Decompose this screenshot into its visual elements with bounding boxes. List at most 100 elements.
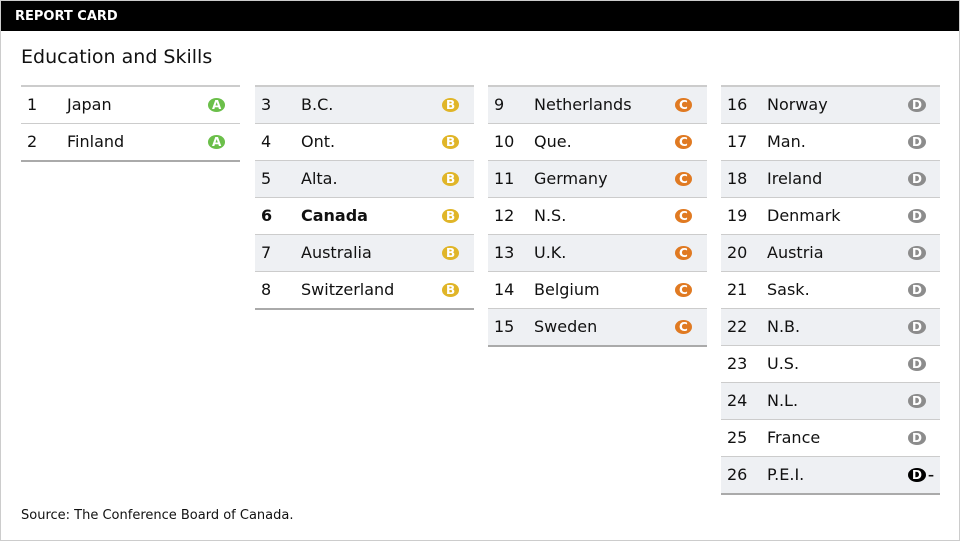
country-name: Sweden [534,317,598,336]
grade-badge: C [679,135,688,149]
ranking-row: 17 Man. D [721,124,940,161]
ranking-row: 1 Japan A [21,87,240,124]
ranking-row: 6 Canada B [255,198,474,235]
country-name: P.E.I. [767,465,805,484]
ranking-row: 4 Ont. B [255,124,474,161]
subtitle: Education and Skills [21,46,213,68]
rank: 25 [727,428,748,447]
country-name: Switzerland [301,280,395,299]
ranking-row: 25 France D [721,420,940,457]
rank: 13 [494,243,515,262]
country-name: B.C. [301,95,334,114]
grade-badge: B [446,98,456,112]
grade-badge: D [912,320,922,334]
rank: 4 [261,132,272,151]
country-name: Netherlands [534,95,632,114]
country-name: N.S. [534,206,567,225]
ranking-row: 19 Denmark D [721,198,940,235]
rank: 11 [494,169,515,188]
ranking-column: 16 Norway D 17 Man. D 18 Ireland D 19 Denmark D 20 Au… [721,85,940,495]
ranking-row: 9 Netherlands C [488,87,707,124]
grade-badge: B [446,172,456,186]
country-name: N.B. [767,317,801,336]
rank: 1 [27,95,38,114]
rank: 6 [261,206,273,225]
ranking-row: 24 N.L. D [721,383,940,420]
rank: 14 [494,280,515,299]
ranking-row: 10 Que. C [488,124,707,161]
grade-badge: A [212,135,222,149]
country-name: Alta. [301,169,338,188]
country-name: Que. [534,132,572,151]
rank: 20 [727,243,748,262]
grade-badge: B [446,283,456,297]
rank: 16 [727,95,748,114]
ranking-row: 18 Ireland D [721,161,940,198]
ranking-column: 3 B.C. B 4 Ont. B 5 Alta. B 6 Canada B 7 Australia B 8 S… [255,85,474,310]
grade-badge: D [912,357,922,371]
grade-badge: B [446,135,456,149]
grade-badge: D [912,394,922,408]
grade-badge: A [212,98,222,112]
grade-badge: D [912,246,922,260]
grade-badge: D [912,172,922,186]
rank: 3 [261,95,272,114]
ranking-row: 11 Germany C [488,161,707,198]
country-name: France [767,428,821,447]
ranking-row: 21 Sask. D [721,272,940,309]
grade-badge: D [912,283,922,297]
country-name: Canada [301,206,368,225]
ranking-row: 16 Norway D [721,87,940,124]
grade-badge: B [446,246,456,260]
country-name: Ireland [767,169,823,188]
ranking-row: 12 N.S. C [488,198,707,235]
ranking-row: 26 P.E.I. D– [721,457,940,493]
country-name: Australia [301,243,372,262]
rank: 12 [494,206,515,225]
country-name: Denmark [767,206,841,225]
ranking-row: 22 N.B. D [721,309,940,346]
grade-badge: C [679,283,688,297]
rank: 15 [494,317,515,336]
country-name: U.K. [534,243,567,262]
country-name: Germany [534,169,608,188]
ranking-row: 13 U.K. C [488,235,707,272]
ranking-row: 14 Belgium C [488,272,707,309]
rank: 18 [727,169,748,188]
source: Source: The Conference Board of Canada. [21,508,294,523]
ranking-row: 2 Finland A [21,124,240,160]
grade-badge: D [912,98,922,112]
grade-badge: D [912,431,922,445]
country-name: Norway [767,95,828,114]
header-title: REPORT CARD [1,1,959,31]
country-name: Ont. [301,132,336,151]
country-name: Austria [767,243,824,262]
rank: 9 [494,95,505,114]
rank: 10 [494,132,515,151]
ranking-row: 23 U.S. D [721,346,940,383]
ranking-column: 1 Japan A 2 Finland A [21,85,240,162]
ranking-row: 7 Australia B [255,235,474,272]
grade-badge: B [446,209,456,223]
rank: 26 [727,465,748,484]
rank: 22 [727,317,748,336]
grade-badge: C [679,98,688,112]
rank: 19 [727,206,748,225]
rank: 2 [27,132,38,151]
rank: 7 [261,243,272,262]
rank: 5 [261,169,272,188]
grade-badge: D– [912,468,934,482]
rank: 24 [727,391,748,410]
grade-badge: C [679,246,688,260]
grade-badge: D [912,135,922,149]
country-name: N.L. [767,391,799,410]
ranking-row: 8 Switzerland B [255,272,474,308]
grade-badge: C [679,209,688,223]
country-name: Sask. [767,280,810,299]
rank: 8 [261,280,272,299]
ranking-column: 9 Netherlands C 10 Que. C 11 Germany C 12 N.S. C 13 U… [488,85,707,347]
ranking-row: 15 Sweden C [488,309,707,345]
grade-badge: C [679,320,688,334]
rank: 23 [727,354,748,373]
